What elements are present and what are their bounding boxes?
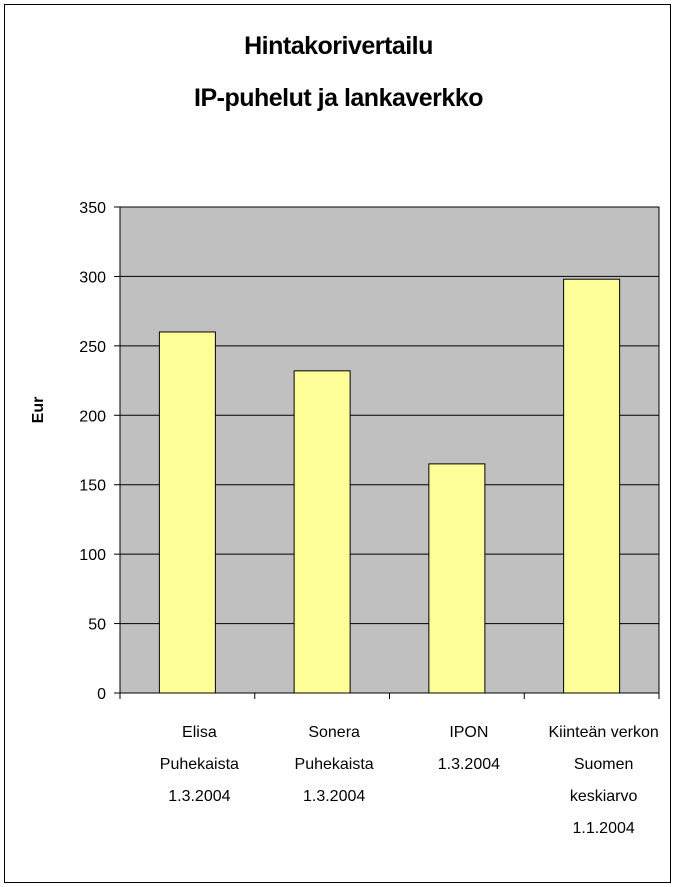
bar bbox=[428, 463, 486, 694]
x-tick-label: Elisa bbox=[182, 724, 217, 741]
x-tick-label: 1.3.2004 bbox=[438, 756, 500, 773]
x-tick-label: 1.1.2004 bbox=[572, 820, 634, 837]
x-tick-label: keskiarvo bbox=[570, 788, 638, 805]
x-tick-label: 1.3.2004 bbox=[303, 788, 365, 805]
y-tick-label: 200 bbox=[79, 408, 106, 425]
x-tick-label: Kiinteän verkon bbox=[548, 724, 658, 741]
x-tick-label: 1.3.2004 bbox=[168, 788, 230, 805]
y-tick-label: 350 bbox=[79, 200, 106, 217]
y-tick-label: 0 bbox=[97, 686, 106, 703]
x-tick-label: Puhekaista bbox=[160, 756, 239, 773]
y-tick-label: 300 bbox=[79, 269, 106, 286]
x-tick-label: Suomen bbox=[574, 756, 634, 773]
bar bbox=[158, 331, 216, 694]
y-tick-label: 50 bbox=[88, 617, 106, 634]
x-tick-label: Puhekaista bbox=[295, 756, 374, 773]
x-tick-label: IPON bbox=[449, 724, 488, 741]
y-tick-label: 150 bbox=[79, 478, 106, 495]
bar bbox=[563, 278, 621, 694]
x-tick-label: Sonera bbox=[308, 724, 360, 741]
y-tick-label: 250 bbox=[79, 339, 106, 356]
bar bbox=[293, 370, 351, 694]
chart-subtitle: IP-puhelut ja lankaverkko bbox=[194, 84, 484, 112]
chart-title: Hintakorivertailu bbox=[244, 32, 433, 60]
y-tick-label: 100 bbox=[79, 547, 106, 564]
